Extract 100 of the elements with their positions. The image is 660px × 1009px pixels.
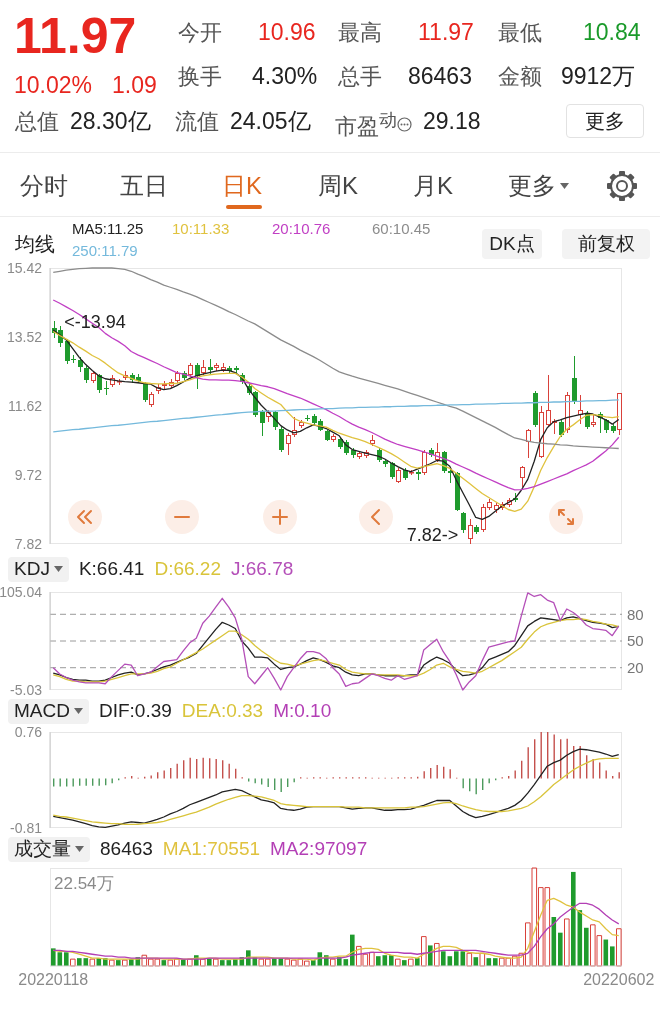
bar	[395, 958, 401, 967]
y-tick-label: 105.04	[0, 583, 43, 600]
candlestick	[468, 518, 473, 545]
bar	[441, 951, 446, 966]
annotation: 22.54万	[54, 874, 114, 893]
text: 10.02%	[14, 72, 93, 98]
chart-title: MACD	[14, 700, 70, 722]
text: M:0.10	[273, 700, 332, 721]
x-tick-label: 20220602	[583, 971, 655, 989]
bar	[109, 959, 115, 967]
text: MA2:97097	[270, 838, 368, 859]
annotation: 7.82->	[406, 525, 459, 545]
candlestick	[234, 365, 239, 374]
bar	[389, 955, 394, 966]
y-tick-label: 7.82	[14, 535, 43, 552]
candlestick	[617, 393, 622, 436]
x-tick-label: 20220118	[18, 971, 89, 989]
ref-line-label: 50	[627, 632, 644, 650]
text: 10:11.33	[172, 220, 230, 237]
text: 最低	[498, 20, 542, 45]
text: 市盈$^{动}$	[335, 109, 397, 140]
text: 五日	[120, 171, 168, 201]
bar	[408, 958, 414, 967]
ref-line-label: 20	[627, 659, 644, 677]
bar	[220, 960, 225, 966]
text: 月K	[413, 171, 454, 201]
bar	[558, 932, 563, 966]
text: 金额	[498, 64, 542, 89]
bar	[64, 952, 69, 966]
bar	[616, 928, 622, 967]
text: 日K	[222, 171, 263, 201]
bar	[187, 958, 193, 967]
bar	[330, 958, 336, 967]
candlestick	[305, 414, 310, 422]
bar	[428, 945, 433, 966]
text: MA1:70551	[162, 838, 261, 859]
text: 更多	[585, 108, 625, 134]
text: 前复权	[577, 232, 635, 256]
text: DEA:0.33	[181, 700, 264, 721]
text: 总手	[338, 64, 382, 89]
candlestick	[84, 365, 89, 384]
bar	[564, 918, 570, 967]
text: DK点	[489, 232, 535, 256]
legend-title: 均线	[15, 233, 55, 255]
text: 4.30%	[252, 63, 318, 89]
text: K:66.41	[78, 558, 145, 579]
bar	[402, 960, 407, 966]
y-tick-label: 15.42	[6, 259, 43, 276]
y-tick-label: 11.62	[8, 397, 43, 414]
chart-title: KDJ	[14, 558, 50, 580]
bar	[421, 936, 427, 967]
chart-title: 成交量	[14, 837, 71, 861]
candlestick	[591, 414, 596, 428]
candlestick	[403, 467, 408, 481]
text: D:66.22	[154, 558, 221, 579]
bar	[116, 960, 121, 966]
bar	[434, 942, 440, 967]
candlestick	[533, 390, 538, 428]
bar	[493, 958, 498, 966]
y-tick-label: 0.76	[14, 723, 43, 740]
candlestick	[286, 432, 291, 456]
text: 250:11.79	[72, 242, 138, 259]
bar	[454, 951, 459, 966]
bar	[51, 948, 56, 966]
candlestick	[331, 433, 336, 443]
text: 86463	[100, 838, 153, 859]
text: 28.30亿	[70, 108, 151, 134]
text: 24.05亿	[230, 108, 311, 134]
y-tick-label: -5.03	[10, 681, 43, 698]
candlestick	[390, 463, 395, 480]
text: 今开	[178, 20, 222, 45]
text: 10.84	[583, 19, 641, 45]
bar	[77, 958, 82, 966]
line-series	[52, 757, 620, 825]
text: 20:10.76	[272, 220, 331, 237]
bar	[89, 958, 96, 967]
y-tick-label: 13.52	[6, 328, 43, 345]
series-label: J:66.78	[230, 558, 294, 579]
text: 10.96	[258, 19, 316, 45]
candlestick	[104, 380, 109, 396]
y-tick-label: -0.81	[10, 819, 43, 836]
bar	[122, 959, 128, 967]
text: 11.97	[418, 19, 474, 45]
candlestick	[416, 469, 421, 481]
line-series	[52, 267, 620, 450]
text: 总值	[15, 109, 59, 134]
text: 1.09	[112, 72, 157, 98]
text: 60:10.45	[372, 220, 431, 237]
bar	[479, 952, 486, 967]
y-tick-label: 9.72	[14, 466, 43, 483]
text: 更多	[508, 171, 556, 201]
text: 周K	[318, 171, 359, 201]
text: 9912万	[561, 63, 636, 89]
bar	[466, 952, 473, 967]
text: 11.97	[14, 8, 137, 64]
bar	[571, 871, 576, 966]
bar	[584, 927, 589, 966]
text: 86463	[408, 63, 472, 89]
bar	[200, 958, 206, 967]
text: 29.18	[423, 108, 481, 134]
